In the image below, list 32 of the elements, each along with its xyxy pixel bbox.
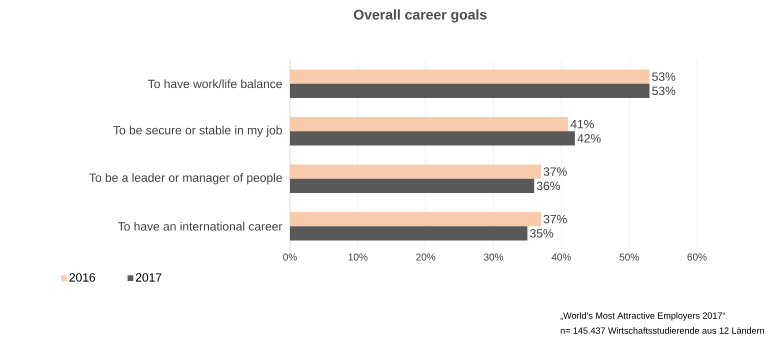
x-tick-label: 10%: [348, 254, 368, 261]
bar: [290, 226, 528, 240]
x-tick-label: 60%: [687, 254, 707, 261]
x-tick-label: 30%: [484, 254, 504, 261]
chart-title: Overall career goals: [354, 9, 487, 22]
y-tick-label: To have an international career: [118, 222, 282, 231]
bar: [290, 70, 650, 84]
data-label: 41%: [570, 120, 594, 128]
bar: [290, 178, 534, 193]
x-tick-label: 0%: [283, 254, 297, 261]
bar: [290, 116, 568, 132]
data-label: 37%: [544, 167, 567, 176]
x-tick-label: 50%: [620, 254, 639, 261]
data-label: 53%: [652, 86, 676, 96]
bar: [290, 212, 541, 226]
text: n= 145.437 Wirtschaftsstudierende aus 12 Ländern: [560, 327, 764, 334]
data-label: 36%: [536, 182, 560, 190]
data-label: 35%: [530, 229, 554, 238]
y-tick-label: To be secure or stable in my job: [113, 126, 282, 137]
legend-label: 2016: [70, 273, 96, 282]
x-tick-label: 20%: [416, 254, 436, 261]
bar: [290, 84, 650, 98]
bar: [290, 131, 575, 146]
data-label: 37%: [544, 214, 567, 224]
bar: [290, 164, 541, 179]
y-tick-label: To be a leader or manager of people: [89, 173, 282, 184]
data-label: 53%: [652, 72, 676, 81]
text: „World’s Most Attractive Employers 2017“: [560, 312, 726, 321]
x-tick-label: 40%: [552, 254, 571, 261]
data-label: 42%: [577, 134, 601, 143]
y-tick-label: To have work/life balance: [148, 79, 282, 88]
legend-label: 2017: [136, 273, 162, 282]
